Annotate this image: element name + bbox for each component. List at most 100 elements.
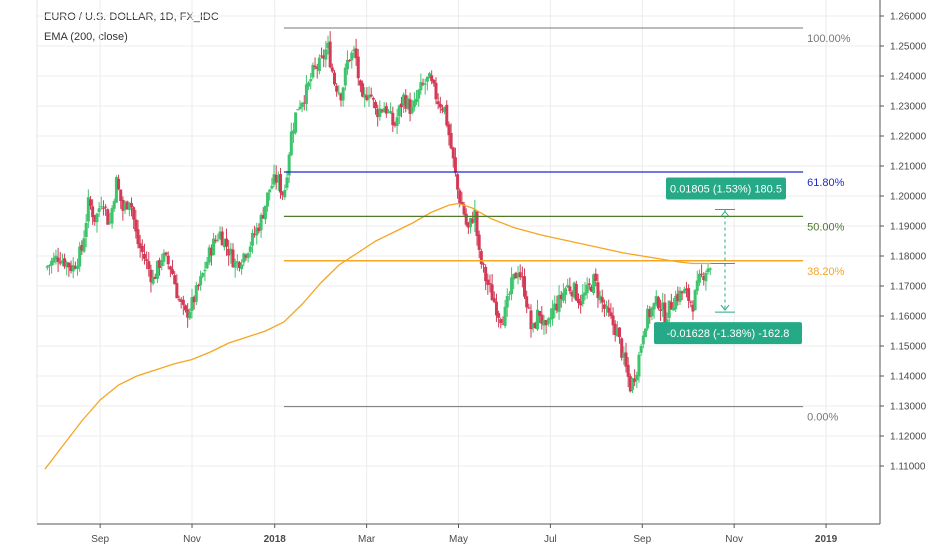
candle-body: [618, 327, 622, 338]
candle-body: [510, 277, 514, 295]
candle-body: [371, 98, 375, 100]
candle-body: [233, 261, 237, 268]
candle-body: [648, 309, 652, 318]
candle-body: [348, 59, 352, 61]
x-tick-label: May: [449, 534, 468, 545]
candle-body: [326, 42, 330, 49]
x-tick-label: Sep: [633, 534, 651, 545]
candle-body: [434, 82, 438, 100]
candle-body: [453, 157, 457, 173]
candle-body: [240, 264, 244, 270]
candle-body: [380, 110, 384, 112]
candle-body: [436, 101, 440, 105]
candle-body: [520, 276, 524, 278]
fib-level-label: 50.00%: [807, 221, 845, 233]
y-tick-label: 1.22000: [890, 132, 927, 143]
candle-body: [620, 338, 624, 358]
candle-body: [82, 238, 86, 252]
candle-body: [335, 85, 339, 92]
candle-body: [443, 106, 447, 113]
candle-body: [291, 130, 295, 134]
candle-body: [497, 313, 501, 318]
candle-body: [423, 83, 427, 85]
candle-body: [207, 247, 211, 263]
candle-body: [227, 248, 231, 256]
y-tick-label: 1.24000: [890, 72, 927, 83]
candle-body: [529, 310, 533, 330]
measure-down-arrow-icon: [720, 304, 730, 311]
indicator-legend: EMA (200, close): [44, 31, 128, 43]
candle-body: [253, 234, 257, 236]
fib-level-label: 0.00%: [807, 412, 838, 424]
candle-body: [557, 294, 561, 312]
x-tick-label: Sep: [91, 534, 109, 545]
candle-body: [702, 276, 706, 281]
y-tick-label: 1.11000: [890, 462, 926, 473]
candle-body: [687, 288, 691, 301]
candle-body: [659, 309, 663, 311]
candle-body: [60, 260, 64, 264]
y-tick-label: 1.12000: [890, 432, 927, 443]
candle-body: [259, 214, 263, 231]
candle-body: [397, 105, 401, 117]
candle-body: [192, 296, 196, 303]
candle-body: [410, 106, 414, 113]
candle-body: [449, 133, 453, 149]
candle-body: [56, 257, 60, 262]
y-tick-label: 1.14000: [890, 372, 927, 383]
candle-body: [544, 320, 548, 325]
candle-body: [63, 258, 67, 267]
candle-body: [270, 185, 274, 189]
candle-body: [47, 265, 51, 267]
candle-body: [166, 255, 170, 265]
candle-body: [672, 307, 676, 311]
candle-body: [158, 260, 162, 268]
candle-body: [637, 354, 641, 377]
candle-body: [134, 219, 138, 232]
candle-body: [343, 67, 347, 86]
candle-body: [440, 108, 444, 111]
candle-body: [406, 98, 410, 109]
fib-level-label: 38.20%: [807, 266, 845, 278]
candle-body: [583, 292, 587, 296]
candle-body: [635, 374, 639, 381]
candle-body: [125, 201, 129, 210]
candle-body: [356, 56, 360, 79]
candle-body: [88, 199, 92, 206]
fibonacci-retracement[interactable]: 100.00% 61.80% 50.00% 38.20% 0.00%: [283, 27, 851, 424]
candle-body: [587, 283, 591, 285]
candle-body: [546, 318, 550, 324]
candle-body: [393, 123, 397, 126]
candle-body: [674, 295, 678, 310]
candle-body: [661, 302, 665, 310]
candle-body: [231, 249, 235, 268]
y-tick-label: 1.17000: [890, 282, 927, 293]
candle-body: [384, 106, 388, 114]
candle-body: [484, 266, 488, 282]
candle-body: [486, 279, 490, 285]
candle-body: [404, 95, 408, 109]
candle-body: [119, 189, 123, 201]
candle-body: [613, 323, 617, 335]
candle-body: [572, 282, 576, 298]
candle-body: [196, 284, 200, 287]
candle-body: [313, 65, 317, 67]
candle-body: [298, 106, 302, 109]
candle-body: [328, 41, 332, 68]
candle-body: [654, 296, 658, 305]
candle-body: [248, 246, 252, 252]
candle-body: [367, 94, 371, 99]
candle-body: [279, 174, 283, 193]
y-tick-label: 1.19000: [890, 222, 927, 233]
candle-body: [561, 292, 565, 301]
candle-body: [615, 328, 619, 337]
candle-body: [363, 94, 367, 98]
price-range-measure[interactable]: 0.01805 (1.53%) 180.5 -0.01628 (-1.38%) -…: [653, 177, 802, 345]
candle-body: [415, 98, 419, 102]
candle-body: [706, 268, 710, 273]
candle-body: [186, 309, 190, 318]
candle-body: [276, 175, 280, 183]
candle-body: [155, 260, 159, 279]
candle-body: [445, 104, 449, 126]
